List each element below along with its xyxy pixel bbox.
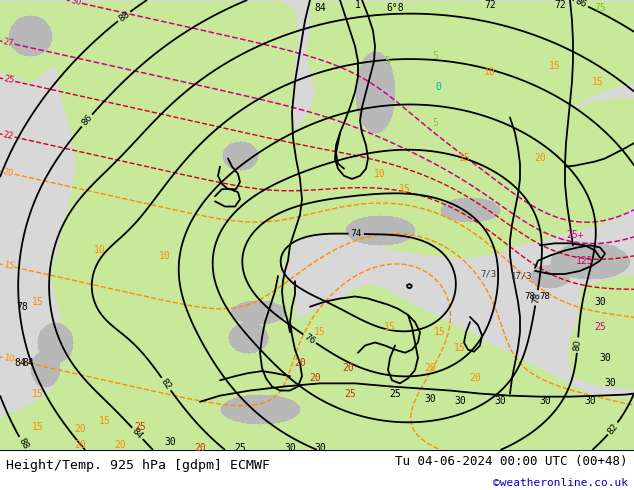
Text: 15: 15 bbox=[399, 184, 411, 194]
Text: 30: 30 bbox=[599, 353, 611, 363]
Text: 72: 72 bbox=[554, 0, 566, 10]
Text: 78: 78 bbox=[540, 292, 550, 301]
Text: 25: 25 bbox=[234, 443, 246, 453]
Text: 22: 22 bbox=[3, 130, 15, 141]
Text: 25: 25 bbox=[389, 389, 401, 398]
Text: 15: 15 bbox=[384, 322, 396, 332]
Text: 10: 10 bbox=[374, 169, 386, 179]
Text: 15: 15 bbox=[459, 153, 471, 164]
Text: 84: 84 bbox=[14, 358, 26, 368]
Text: 78: 78 bbox=[16, 302, 28, 312]
Text: Height/Temp. 925 hPa [gdpm] ECMWF: Height/Temp. 925 hPa [gdpm] ECMWF bbox=[6, 459, 270, 471]
Text: 27: 27 bbox=[3, 37, 15, 49]
Text: 74: 74 bbox=[351, 229, 362, 239]
Text: 15: 15 bbox=[434, 327, 446, 337]
Text: 20: 20 bbox=[74, 424, 86, 434]
Text: 30: 30 bbox=[70, 0, 82, 8]
Text: 15: 15 bbox=[549, 61, 561, 72]
Text: 78: 78 bbox=[524, 292, 535, 301]
Text: 15: 15 bbox=[32, 389, 44, 398]
Text: 84: 84 bbox=[314, 3, 326, 13]
Text: 30: 30 bbox=[539, 396, 551, 406]
Text: 15: 15 bbox=[99, 416, 111, 426]
Text: 20: 20 bbox=[3, 168, 15, 178]
Text: 20: 20 bbox=[469, 373, 481, 383]
Text: 86: 86 bbox=[80, 113, 94, 128]
Text: 15: 15 bbox=[592, 77, 604, 87]
Text: 10: 10 bbox=[484, 67, 496, 76]
Text: 88: 88 bbox=[117, 9, 131, 24]
Text: 25: 25 bbox=[344, 389, 356, 398]
Text: 75: 75 bbox=[594, 3, 606, 13]
Text: 82: 82 bbox=[605, 421, 620, 436]
Text: 78: 78 bbox=[531, 292, 542, 304]
Text: 20: 20 bbox=[309, 373, 321, 383]
Text: 25: 25 bbox=[134, 422, 146, 432]
Text: 20: 20 bbox=[294, 358, 306, 368]
Text: 76: 76 bbox=[302, 332, 317, 345]
Text: 15: 15 bbox=[32, 422, 44, 432]
Text: 1: 1 bbox=[355, 0, 361, 10]
Text: 30: 30 bbox=[284, 443, 296, 453]
Text: 30: 30 bbox=[594, 296, 606, 307]
Text: 25+: 25+ bbox=[566, 230, 584, 240]
Text: 20: 20 bbox=[534, 153, 546, 164]
Text: 82: 82 bbox=[159, 377, 173, 392]
Text: 20: 20 bbox=[424, 363, 436, 373]
Text: 10: 10 bbox=[159, 250, 171, 261]
Text: 17/3: 17/3 bbox=[511, 271, 533, 281]
Text: 84: 84 bbox=[130, 426, 145, 441]
Text: 20: 20 bbox=[342, 363, 354, 373]
Text: -5: -5 bbox=[379, 56, 391, 66]
Text: 5: 5 bbox=[432, 51, 438, 61]
Text: 15: 15 bbox=[314, 327, 326, 337]
Text: 10: 10 bbox=[3, 353, 15, 364]
Text: 30: 30 bbox=[454, 396, 466, 406]
Text: 30: 30 bbox=[164, 437, 176, 447]
Text: 6°8: 6°8 bbox=[386, 3, 404, 13]
Text: 20: 20 bbox=[74, 440, 86, 450]
Text: 88: 88 bbox=[16, 437, 30, 451]
Text: 30: 30 bbox=[494, 396, 506, 406]
Text: 30: 30 bbox=[604, 378, 616, 389]
Text: 30: 30 bbox=[424, 393, 436, 404]
Text: 30: 30 bbox=[584, 396, 596, 406]
Text: 15: 15 bbox=[32, 296, 44, 307]
Text: 15: 15 bbox=[3, 260, 15, 271]
Text: 25: 25 bbox=[594, 322, 606, 332]
Text: 125: 125 bbox=[576, 256, 594, 266]
Text: 0: 0 bbox=[435, 82, 441, 92]
Text: 20: 20 bbox=[114, 440, 126, 450]
Text: 7/3: 7/3 bbox=[480, 270, 496, 278]
Text: 20: 20 bbox=[194, 443, 206, 453]
Text: 10: 10 bbox=[94, 245, 106, 255]
Text: 80: 80 bbox=[573, 339, 583, 351]
Text: 86: 86 bbox=[574, 0, 588, 10]
Text: Tu 04-06-2024 00:00 UTC (00+48): Tu 04-06-2024 00:00 UTC (00+48) bbox=[395, 455, 628, 467]
Text: 84: 84 bbox=[22, 358, 34, 368]
Text: 72: 72 bbox=[484, 0, 496, 10]
Text: 30: 30 bbox=[314, 443, 326, 453]
Text: 5: 5 bbox=[432, 118, 438, 128]
Text: ©weatheronline.co.uk: ©weatheronline.co.uk bbox=[493, 478, 628, 488]
Text: 15: 15 bbox=[454, 343, 466, 353]
Text: 25: 25 bbox=[3, 74, 15, 86]
